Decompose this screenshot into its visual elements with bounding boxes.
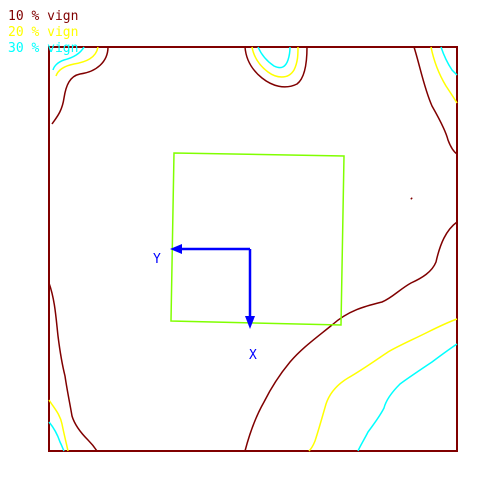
- contour-30pct-top-right: [440, 46, 458, 76]
- roi-quadrilateral: [170, 152, 345, 326]
- contour-30pct-right: [357, 343, 458, 452]
- contour-10pct-right: [244, 221, 458, 452]
- legend-item-20pct: 20 % vign: [8, 25, 78, 40]
- contour-10pct-fleck: [410, 197, 413, 200]
- legend-item-10pct: 10 % vign: [8, 9, 78, 24]
- contour-20pct-group: [48, 46, 458, 452]
- contour-20pct-top-left: [55, 46, 99, 77]
- contour-20pct-top-center: [251, 46, 299, 78]
- contour-20pct-left: [48, 399, 69, 452]
- contour-10pct-left: [48, 282, 98, 452]
- y-arrow-head: [170, 244, 182, 254]
- contour-30pct-top-left: [52, 46, 85, 71]
- y-axis-label: Y: [153, 252, 161, 267]
- contour-20pct-top-right: [430, 46, 458, 104]
- contour-20pct-right: [308, 318, 458, 452]
- x-arrow-head: [245, 316, 255, 329]
- contour-10pct-top-right: [413, 46, 458, 155]
- axes-indicator: Y X: [153, 244, 257, 363]
- contour-30pct-top-center: [257, 46, 291, 69]
- legend-item-30pct: 30 % vign: [8, 41, 78, 56]
- contour-10pct-group: [48, 46, 458, 452]
- contour-10pct-top-left: [51, 46, 109, 125]
- contour-30pct-group: [48, 46, 458, 452]
- contour-10pct-top-center: [244, 46, 308, 88]
- contour-30pct-left: [48, 421, 65, 452]
- sensor-frame: [48, 46, 458, 452]
- x-axis-label: X: [249, 348, 257, 363]
